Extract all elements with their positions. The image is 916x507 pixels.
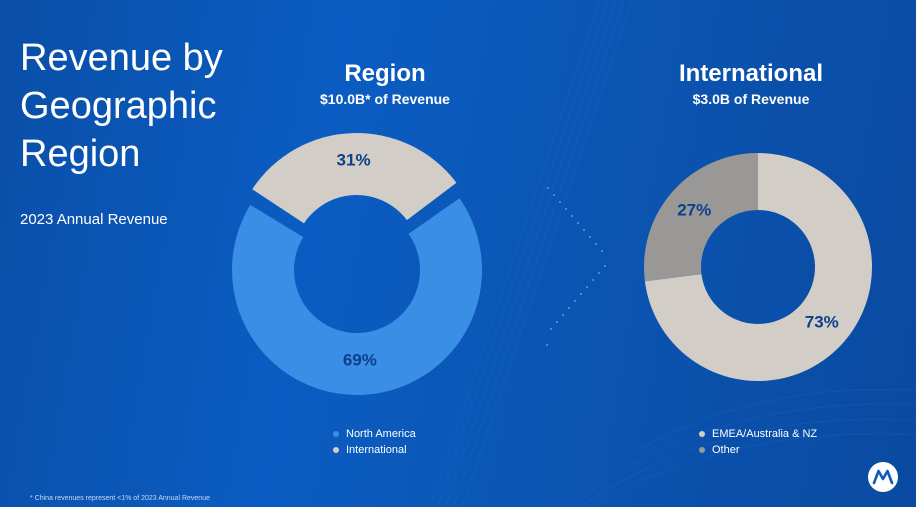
motorola-logo [868,462,898,492]
international-chart-title: International [678,60,823,87]
legend-swatch-north-america [333,431,339,437]
region-chart-header: Region $10.0B* of Revenue [285,60,485,108]
international-chart-header: International $3.0B of Revenue [640,60,862,108]
legend-label: Other [712,444,740,456]
international-label-other: 27% [677,200,711,219]
legend-item: International [333,442,416,458]
international-slice-other [644,153,758,282]
legend-label: International [346,444,407,456]
legend-label: EMEA/Australia & NZ [712,428,818,440]
international-slice-emea [644,153,873,381]
region-chart-subtitle: $10.0B* of Revenue [320,91,450,107]
international-chart-subtitle: $3.0B of Revenue [692,91,810,107]
legend-item: Other [699,442,817,458]
page-title: Revenue by Geographic Region [20,37,223,175]
legend-item: EMEA/Australia & NZ [699,426,817,442]
region-legend: North America International [333,426,416,458]
page-subtitle: 2023 Annual Revenue [20,211,168,228]
region-label-north-america: 69% [343,350,377,369]
international-label-emea: 73% [805,313,839,332]
region-slice-north-america [232,198,483,395]
legend-label: North America [346,428,416,440]
international-legend: EMEA/Australia & NZ Other [699,426,817,458]
legend-swatch-other [699,447,705,453]
legend-swatch-emea [699,431,705,437]
footnote: * China revenues represent <1% of 2023 A… [30,495,210,502]
legend-item: North America [333,426,416,442]
region-label-international: 31% [337,151,371,170]
region-slice-international [252,133,457,224]
region-chart-title: Region [344,60,426,87]
legend-swatch-international [333,447,339,453]
